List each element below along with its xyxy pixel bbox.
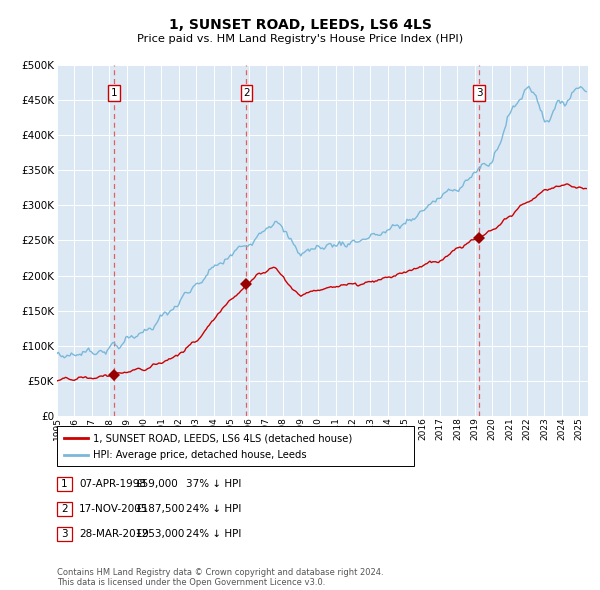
Text: 2: 2 [61, 504, 68, 514]
Text: HPI: Average price, detached house, Leeds: HPI: Average price, detached house, Leed… [93, 450, 307, 460]
Text: 2: 2 [243, 88, 250, 98]
Text: 17-NOV-2005: 17-NOV-2005 [79, 504, 149, 514]
Text: £187,500: £187,500 [135, 504, 185, 514]
Text: 37% ↓ HPI: 37% ↓ HPI [186, 480, 241, 489]
Text: Contains HM Land Registry data © Crown copyright and database right 2024.
This d: Contains HM Land Registry data © Crown c… [57, 568, 383, 587]
Text: 1, SUNSET ROAD, LEEDS, LS6 4LS (detached house): 1, SUNSET ROAD, LEEDS, LS6 4LS (detached… [93, 433, 352, 443]
Text: 07-APR-1998: 07-APR-1998 [79, 480, 146, 489]
Text: £59,000: £59,000 [135, 480, 178, 489]
Text: £253,000: £253,000 [135, 529, 184, 539]
Text: 3: 3 [476, 88, 482, 98]
Text: 28-MAR-2019: 28-MAR-2019 [79, 529, 149, 539]
Text: 3: 3 [61, 529, 68, 539]
Text: 1: 1 [110, 88, 117, 98]
Text: 1, SUNSET ROAD, LEEDS, LS6 4LS: 1, SUNSET ROAD, LEEDS, LS6 4LS [169, 18, 431, 32]
Text: Price paid vs. HM Land Registry's House Price Index (HPI): Price paid vs. HM Land Registry's House … [137, 34, 463, 44]
Text: 24% ↓ HPI: 24% ↓ HPI [186, 504, 241, 514]
Text: 24% ↓ HPI: 24% ↓ HPI [186, 529, 241, 539]
Text: 1: 1 [61, 480, 68, 489]
